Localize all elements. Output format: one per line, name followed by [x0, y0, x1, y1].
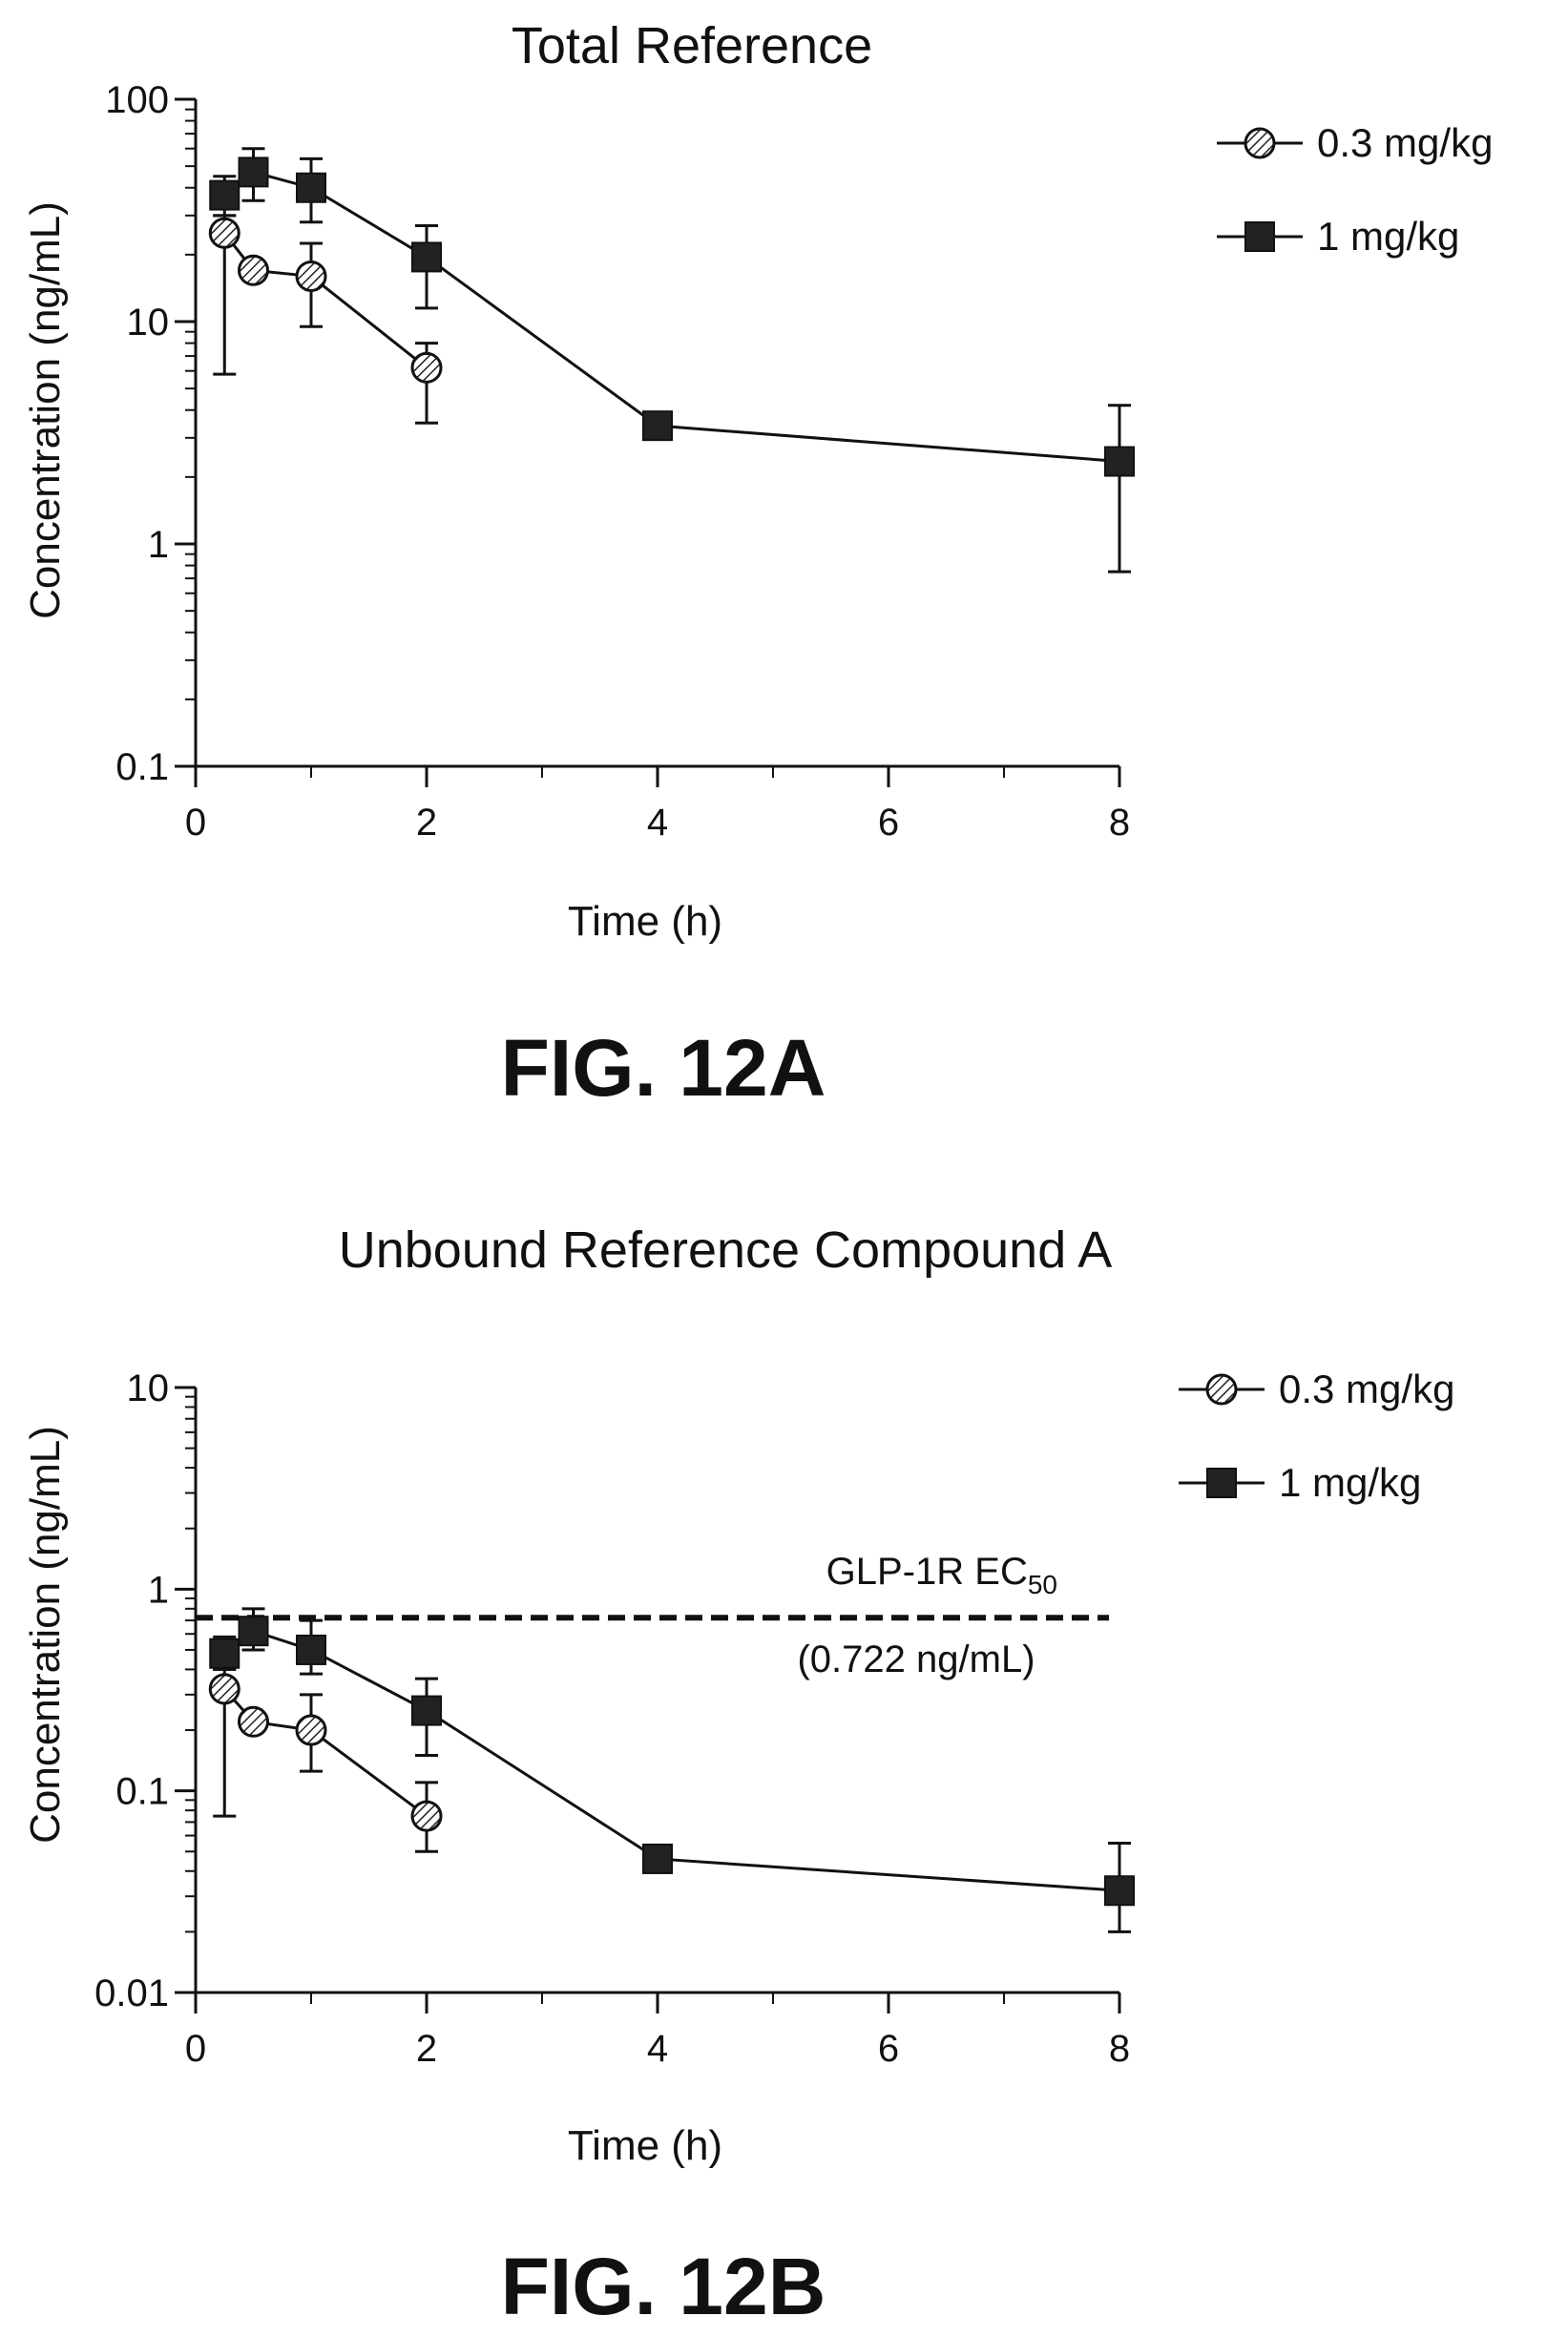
legend-label: 1 mg/kg [1279, 1460, 1421, 1505]
x-tick-label: 6 [878, 802, 899, 844]
legend: 0.3 mg/kg 1 mg/kg [1217, 120, 1493, 259]
y-tick-label: 10 [127, 302, 170, 344]
x-axis-label: Time (h) [568, 2122, 722, 2169]
series-line [223, 232, 428, 369]
marker-layer [208, 1616, 1135, 1907]
legend-marker-square [1206, 1468, 1237, 1498]
data-point-square [296, 172, 326, 203]
legend-marker-circle [1205, 1373, 1238, 1406]
data-point-circle [238, 254, 269, 286]
x-tick-label: 2 [416, 2028, 437, 2070]
y-tick-label: 1 [148, 1569, 169, 1611]
figure-label: FIG. 12B [501, 2242, 826, 2331]
ec50-value-label: (0.722 ng/mL) [797, 1638, 1035, 1680]
legend-label: 0.3 mg/kg [1317, 120, 1493, 165]
legend-marker-square [1244, 221, 1275, 252]
x-tick-label: 8 [1109, 2028, 1130, 2070]
chart-fig-12b: Unbound Reference Compound A Concentrati… [22, 1221, 1454, 2331]
y-tick-label: 10 [127, 1367, 170, 1409]
y-tick-label: 0.1 [115, 1771, 169, 1813]
data-point-square [238, 156, 269, 188]
reference-line-layer: GLP-1R EC50 (0.722 ng/mL) [196, 1551, 1109, 1680]
data-point-square [642, 410, 673, 442]
data-point-square [238, 1616, 269, 1647]
legend-marker-circle [1244, 127, 1276, 159]
data-point-square [411, 1695, 442, 1726]
tick-layer: 0.1 1 10 100 0 2 4 6 8 [105, 79, 1130, 844]
ec50-label-subscript: 50 [1028, 1570, 1057, 1599]
marker-layer [208, 156, 1135, 477]
data-point-circle [208, 1673, 240, 1705]
data-point-circle [238, 1705, 269, 1738]
x-tick-label: 4 [647, 2028, 668, 2070]
ec50-label: GLP-1R EC50 [826, 1551, 1057, 1599]
data-point-circle [410, 351, 443, 384]
ec50-label-main: GLP-1R EC [826, 1551, 1028, 1593]
y-axis-label: Concentration (ng/mL) [22, 1426, 69, 1844]
chart-title: Unbound Reference Compound A [339, 1221, 1113, 1279]
tick-layer: 0.01 0.1 1 10 0 2 4 6 8 [94, 1367, 1130, 2070]
data-point-square [296, 1634, 326, 1665]
figure-label: FIG. 12A [501, 1023, 826, 1113]
legend-label: 1 mg/kg [1317, 214, 1459, 259]
data-point-circle [208, 217, 240, 249]
y-tick-label: 0.1 [115, 746, 169, 788]
y-tick-label: 100 [105, 79, 169, 121]
legend-label: 0.3 mg/kg [1279, 1367, 1454, 1411]
data-point-circle [295, 1714, 327, 1746]
data-point-square [642, 1843, 673, 1874]
data-point-square [209, 179, 240, 211]
x-axis-label: Time (h) [568, 898, 722, 945]
x-tick-label: 8 [1109, 802, 1130, 844]
chart-title: Total Reference [512, 17, 872, 74]
series-line [223, 1687, 428, 1818]
x-tick-label: 2 [416, 802, 437, 844]
x-tick-label: 6 [878, 2028, 899, 2070]
y-tick-label: 0.01 [94, 1972, 169, 2014]
x-tick-label: 0 [185, 2028, 206, 2070]
legend: 0.3 mg/kg 1 mg/kg [1179, 1367, 1454, 1505]
data-point-square [1104, 446, 1135, 477]
data-point-square [1104, 1875, 1135, 1907]
data-point-circle [410, 1800, 443, 1832]
y-tick-label: 1 [148, 524, 169, 566]
data-point-square [209, 1638, 240, 1669]
x-tick-label: 4 [647, 802, 668, 844]
data-point-circle [295, 260, 327, 292]
x-tick-label: 0 [185, 802, 206, 844]
data-point-square [411, 241, 442, 273]
y-axis-label: Concentration (ng/mL) [22, 201, 69, 619]
chart-fig-12a: Total Reference Concentration (ng/mL) Ti… [22, 17, 1493, 1113]
